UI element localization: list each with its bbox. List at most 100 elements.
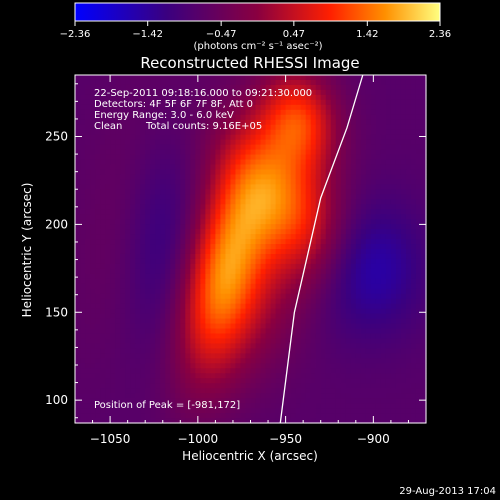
heatmap-cell	[255, 199, 262, 205]
heatmap-cell	[325, 204, 332, 210]
heatmap-cell	[335, 253, 342, 260]
heatmap-cell	[280, 189, 287, 195]
heatmap-cell	[90, 174, 96, 180]
heatmap-cell	[385, 298, 392, 305]
heatmap-cell	[185, 229, 191, 235]
heatmap-cell	[365, 283, 372, 290]
heatmap-cell	[330, 383, 337, 389]
heatmap-cell	[220, 219, 227, 225]
heatmap-cell	[170, 293, 176, 300]
heatmap-cell	[260, 139, 267, 146]
heatmap-cell	[225, 129, 232, 136]
heatmap-cell	[315, 298, 322, 305]
heatmap-cell	[100, 348, 106, 354]
heatmap-cell	[155, 194, 161, 200]
heatmap-cell	[335, 99, 342, 106]
heatmap-cell	[155, 398, 161, 404]
heatmap-cell	[365, 333, 372, 340]
heatmap-cell	[130, 388, 136, 394]
heatmap-cell	[170, 343, 176, 350]
heatmap-cell	[380, 104, 387, 111]
heatmap-cell	[395, 154, 402, 161]
heatmap-cell	[390, 308, 397, 315]
heatmap-cell	[80, 119, 86, 126]
heatmap-cell	[290, 323, 297, 330]
heatmap-cell	[95, 408, 101, 414]
heatmap-cell	[185, 234, 191, 240]
heatmap-cell	[185, 263, 191, 270]
heatmap-cell	[100, 149, 106, 156]
heatmap-cell	[405, 303, 412, 310]
heatmap-cell	[240, 418, 247, 424]
heatmap-cell	[405, 184, 412, 190]
heatmap-cell	[200, 318, 206, 325]
heatmap-cell	[315, 159, 322, 166]
heatmap-cell	[275, 149, 282, 156]
heatmap-cell	[115, 169, 121, 176]
heatmap-cell	[130, 418, 136, 424]
heatmap-cell	[370, 109, 377, 116]
heatmap-cell	[180, 129, 186, 136]
heatmap-cell	[330, 348, 337, 354]
heatmap-cell	[215, 249, 222, 255]
heatmap-cell	[225, 239, 232, 245]
heatmap-cell	[160, 99, 166, 106]
heatmap-cell	[410, 273, 417, 280]
heatmap-cell	[135, 119, 141, 126]
heatmap-cell	[190, 159, 196, 166]
heatmap-cell	[235, 159, 242, 166]
heatmap-cell	[330, 298, 337, 305]
heatmap-cell	[245, 174, 252, 180]
heatmap-cell	[205, 318, 211, 325]
heatmap-cell	[75, 388, 81, 394]
heatmap-cell	[225, 229, 232, 235]
heatmap-cell	[355, 149, 362, 156]
heatmap-cell	[400, 383, 407, 389]
heatmap-cell	[285, 368, 292, 374]
heatmap-cell	[110, 214, 116, 220]
heatmap-cell	[335, 303, 342, 310]
heatmap-cell	[235, 219, 242, 225]
heatmap-cell	[390, 149, 397, 156]
heatmap-cell	[380, 94, 387, 101]
heatmap-cell	[405, 348, 412, 354]
heatmap-cell	[160, 278, 166, 285]
heatmap-cell	[345, 268, 352, 275]
heatmap-cell	[270, 378, 277, 384]
heatmap-cell	[400, 149, 407, 156]
heatmap-cell	[255, 383, 262, 389]
heatmap-cell	[205, 278, 211, 285]
heatmap-cell	[130, 84, 136, 91]
heatmap-cell	[150, 278, 156, 285]
heatmap-cell	[265, 99, 272, 106]
heatmap-cell	[115, 204, 121, 210]
heatmap-cell	[215, 323, 222, 330]
heatmap-cell	[165, 179, 171, 185]
heatmap-cell	[365, 194, 372, 200]
heatmap-cell	[90, 278, 96, 285]
heatmap-cell	[250, 114, 257, 121]
heatmap-cell	[270, 249, 277, 255]
heatmap-cell	[190, 174, 196, 180]
heatmap-cell	[230, 393, 237, 399]
heatmap-cell	[210, 358, 216, 364]
heatmap-cell	[160, 104, 166, 111]
heatmap-cell	[105, 134, 111, 141]
heatmap-cell	[305, 253, 312, 260]
heatmap-cell	[275, 293, 282, 300]
heatmap-cell	[110, 368, 116, 374]
heatmap-cell	[100, 388, 106, 394]
heatmap-cell	[200, 214, 206, 220]
heatmap-cell	[205, 179, 211, 185]
heatmap-cell	[400, 159, 407, 166]
heatmap-cell	[290, 253, 297, 260]
heatmap-cell	[330, 119, 337, 126]
heatmap-cell	[300, 249, 307, 255]
heatmap-cell	[415, 209, 422, 215]
heatmap-cell	[300, 104, 307, 111]
heatmap-cell	[260, 368, 267, 374]
heatmap-cell	[215, 308, 222, 315]
heatmap-cell	[205, 273, 211, 280]
heatmap-cell	[295, 134, 302, 141]
heatmap-cell	[320, 358, 327, 364]
